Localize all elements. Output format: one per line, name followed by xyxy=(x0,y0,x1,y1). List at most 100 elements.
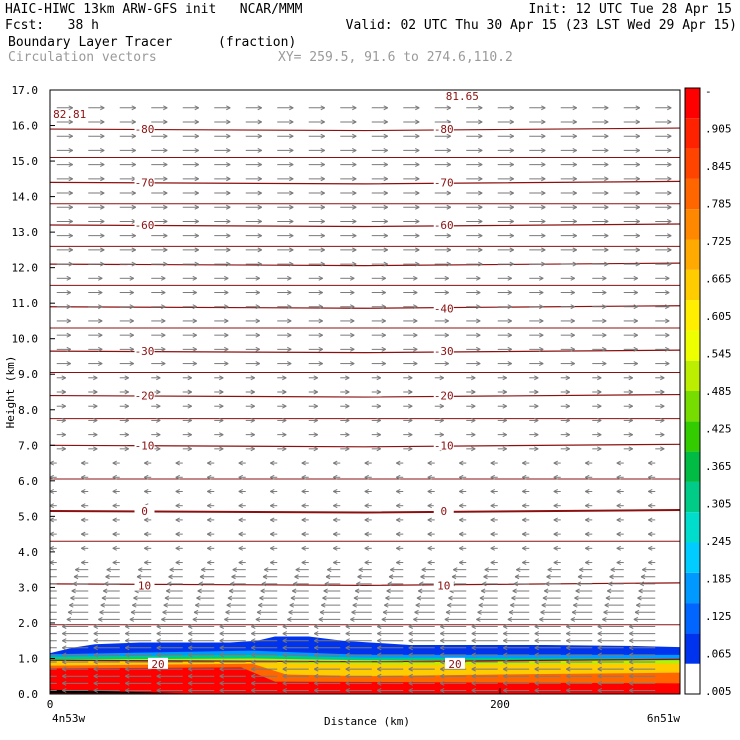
vector-head xyxy=(124,446,129,452)
vector-head xyxy=(100,233,105,239)
vector-head xyxy=(597,638,602,644)
vector-head xyxy=(219,446,224,452)
vector-head xyxy=(577,574,583,580)
vector-head xyxy=(565,432,570,438)
vector-head xyxy=(459,560,464,565)
vector-head xyxy=(534,666,539,672)
vector-head xyxy=(534,659,539,665)
vector-head xyxy=(602,318,607,324)
vector-head xyxy=(509,105,514,111)
vector-head xyxy=(541,247,546,253)
vector-head xyxy=(314,638,319,644)
vector-head xyxy=(512,588,517,594)
vector-head xyxy=(357,574,362,580)
vector-head xyxy=(320,190,325,196)
vector-head xyxy=(570,275,575,281)
vector-head xyxy=(345,645,350,651)
vector-head xyxy=(93,687,98,693)
vector-head xyxy=(660,432,665,438)
vector-head xyxy=(313,417,318,423)
vector-head xyxy=(396,531,401,537)
vector-head xyxy=(383,261,388,267)
vector-head xyxy=(44,568,48,572)
vector-head xyxy=(509,247,514,253)
vector-head xyxy=(353,595,359,601)
colorbar-swatch xyxy=(685,209,700,240)
vector-head xyxy=(414,609,419,615)
vector-head xyxy=(415,602,420,608)
vector-head xyxy=(99,609,104,615)
vector-head xyxy=(415,105,420,111)
vector-head xyxy=(507,318,512,324)
vector-head xyxy=(192,275,197,281)
vector-head xyxy=(124,389,129,395)
vector-head xyxy=(396,503,401,509)
vector-head xyxy=(255,361,260,367)
vector-head xyxy=(257,219,262,224)
vector-head xyxy=(333,517,338,523)
vector-head xyxy=(522,560,527,565)
vector-head xyxy=(318,346,323,352)
vector-head xyxy=(224,275,229,281)
vector-head xyxy=(100,261,105,267)
vector-head xyxy=(226,162,231,168)
vector-head xyxy=(383,119,388,125)
vector-head xyxy=(377,652,382,658)
vector-head xyxy=(471,638,476,644)
vector-head xyxy=(320,162,325,168)
vector-head xyxy=(188,631,193,637)
vector-head xyxy=(156,673,161,679)
colorbar: - .905 .845 .785 .725 .665 .605 .545 .485 .425 .36… xyxy=(684,85,732,698)
vector-head xyxy=(539,304,544,310)
vector-head xyxy=(352,190,357,196)
vector-head xyxy=(289,105,294,111)
vector-head xyxy=(345,652,350,658)
contour-label: -80 xyxy=(434,123,454,136)
extreme-label: 82.81 xyxy=(53,108,86,121)
vector-head xyxy=(440,638,445,644)
vector-head xyxy=(439,417,444,423)
vector-head xyxy=(194,133,199,139)
vector-head xyxy=(38,603,42,607)
vector-head xyxy=(446,162,451,168)
vector-head xyxy=(282,417,287,423)
vector-head xyxy=(287,332,292,338)
contour-label-bg xyxy=(433,123,454,135)
vector-head xyxy=(602,346,607,352)
vector-head xyxy=(321,602,326,608)
vector-head xyxy=(648,460,653,466)
vector-head xyxy=(192,318,197,324)
vector-head xyxy=(502,446,507,452)
vector-head xyxy=(345,389,350,395)
vector-head xyxy=(131,190,136,196)
vector-head xyxy=(194,119,199,125)
vector-head xyxy=(541,190,546,196)
vector-head xyxy=(193,609,199,615)
vector-head xyxy=(350,346,355,352)
vector-head xyxy=(629,687,634,693)
vector-head xyxy=(377,680,382,686)
vector-head xyxy=(534,389,539,395)
vector-head xyxy=(282,680,287,686)
vector-head xyxy=(201,567,206,573)
colorbar-swatch xyxy=(685,572,700,604)
vector-head xyxy=(100,176,105,182)
vector-head xyxy=(408,624,413,629)
vector-head xyxy=(440,624,445,629)
vector-head xyxy=(376,446,381,452)
vector-head xyxy=(192,616,198,622)
vector-head xyxy=(376,375,381,381)
vector-head xyxy=(226,261,231,267)
vector-head xyxy=(345,673,350,679)
vector-head xyxy=(522,460,527,466)
vector-head xyxy=(320,247,325,253)
vector-head xyxy=(194,176,199,182)
vector-head xyxy=(232,567,237,573)
vector-head xyxy=(198,581,204,587)
vector-head xyxy=(637,595,642,601)
vector-head xyxy=(439,432,444,438)
vector-head xyxy=(396,460,401,466)
vector-head xyxy=(62,680,67,686)
y-tick-label: 12.0 xyxy=(12,262,39,275)
vector-head xyxy=(251,624,256,629)
